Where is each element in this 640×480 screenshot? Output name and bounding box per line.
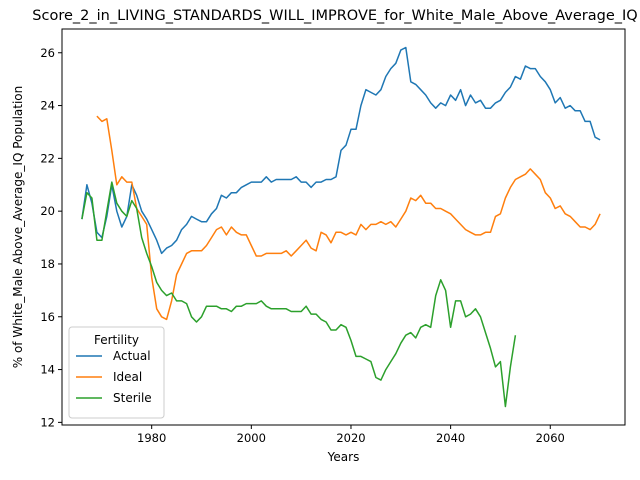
- x-tick-label: 2040: [436, 431, 465, 445]
- x-tick-label: 2000: [237, 431, 266, 445]
- series-line-ideal: [96, 115, 601, 321]
- legend-label-sterile: Sterile: [113, 391, 152, 405]
- y-tick-label: 12: [40, 415, 55, 429]
- y-tick-label: 20: [40, 204, 55, 218]
- series-line-sterile: [81, 181, 517, 408]
- chart-title: Score_2_in_LIVING_STANDARDS_WILL_IMPROVE…: [32, 8, 637, 24]
- y-tick-label: 18: [40, 257, 55, 271]
- x-tick-label: 1980: [137, 431, 166, 445]
- x-axis-ticks: 1980 2000 2020 2040 2060: [137, 425, 565, 445]
- legend-title: Fertility: [94, 333, 139, 347]
- legend: Fertility Actual Ideal Sterile: [68, 326, 165, 419]
- series-line-actual: [81, 46, 601, 255]
- y-tick-label: 14: [40, 363, 55, 377]
- y-axis-label: % of White_Male Above_Average_IQ Populat…: [11, 86, 25, 369]
- axes-frame: [61, 28, 626, 426]
- y-axis-ticks: 12 14 16 18 20 22 24 26: [40, 46, 62, 429]
- legend-label-ideal: Ideal: [113, 370, 142, 384]
- y-tick-label: 22: [40, 151, 55, 165]
- y-tick-label: 24: [40, 99, 55, 113]
- x-axis-label: Years: [327, 450, 360, 464]
- y-tick-label: 16: [40, 310, 55, 324]
- x-tick-label: 2020: [336, 431, 365, 445]
- y-tick-label: 26: [40, 46, 55, 60]
- legend-box: [68, 326, 165, 419]
- x-tick-label: 2060: [536, 431, 565, 445]
- series-layer: [81, 46, 601, 408]
- legend-label-actual: Actual: [113, 349, 151, 363]
